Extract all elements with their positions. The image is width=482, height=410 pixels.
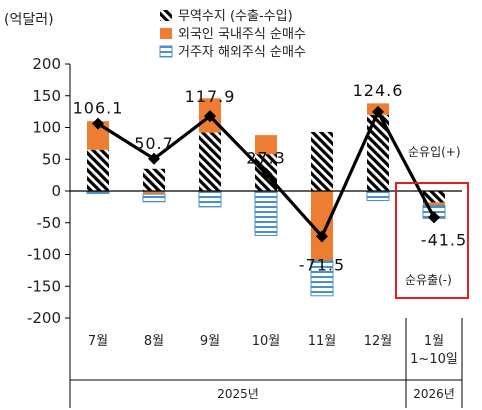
bar-series2-cat2 [143,191,165,195]
legend-swatch-2 [160,28,172,39]
bar-series1-cat1 [87,149,109,191]
x-category-label: 10월 [252,334,281,349]
highlight-box [395,182,469,299]
bar-series3-cat6 [366,190,390,202]
bar-series1-cat5 [311,131,333,191]
x-category-label: 11월 [308,334,337,349]
bar-series2-cat7 [423,202,445,206]
y-tick-label: -100 [27,246,61,264]
net-flow-point-7 [428,211,440,224]
y-tick-label: -200 [27,309,61,327]
y-tick-label: 100 [32,119,61,137]
bar-series2-cat4 [255,135,277,155]
bar-series3-cat5 [310,260,334,297]
net-flow-point-5 [316,230,328,243]
y-tick-label: -50 [37,214,62,232]
legend-swatch-3 [159,45,173,58]
legend-label-3: 거주자 해외주식 순매수 [178,45,306,60]
data-label-1: 106.1 [73,99,124,118]
annotation-outflow: 순유출(-) [405,273,452,287]
net-flow-point-3 [204,110,216,123]
bar-series3-cat4 [254,190,278,236]
x-category-label: 7월 [88,334,108,349]
x-category-label: 12월 [364,334,393,349]
data-label-2: 50.7 [134,134,174,153]
bar-series1-cat2 [143,168,165,191]
bar-series3-cat3 [198,190,222,208]
x-category-label: 9월 [200,334,220,349]
y-axis: 200 150 100 50 0 -50 -100 -150 -200 [27,55,71,327]
net-flow-point-4 [260,167,272,180]
data-label-7: -41.5 [421,230,467,249]
bar-series3-cat2 [142,193,166,203]
bar-series1-cat7 [423,191,445,203]
y-tick-label: 200 [32,55,61,73]
legend-label-1: 무역수지 (수출-수입) [178,9,293,24]
legend-swatch-1 [160,10,172,21]
x-category-label: 1월 [424,334,444,349]
annotation-inflow: 순유입(+) [408,145,461,159]
y-tick-label: 50 [42,150,61,168]
data-label-6: 124.6 [353,81,404,100]
unit-label: (억달러) [4,12,54,28]
net-flow-point-1 [92,117,104,130]
bar-series1-cat3 [199,132,221,191]
year-group-label: 2026년 [413,387,455,401]
y-tick-label: -150 [27,277,61,295]
bar-series2-cat5 [311,191,333,261]
x-axis: 7월 8월 9월 10월 11월 12월 1월 1~10일 2025년 2026년 [69,318,463,408]
y-tick-label: 150 [32,87,61,105]
net-flow-line [92,105,440,243]
net-flow-point-6 [372,105,384,118]
net-flow-point-2 [148,152,160,165]
x-category-label: 1~10일 [410,352,458,367]
bar-series1-cat6 [367,114,389,191]
y-tick-label: 0 [51,182,61,200]
data-label-4: 27.3 [246,149,286,168]
x-category-label: 8월 [144,334,164,349]
data-label-5: -71.5 [299,255,345,274]
legend-label-2: 외국인 국내주식 순매수 [178,27,306,42]
year-group-label: 2025년 [217,387,259,401]
bars [86,98,446,297]
data-labels: 106.1 50.7 117.9 27.3 -71.5 124.6 -41.5 [73,81,467,275]
data-label-3: 117.9 [185,87,236,106]
